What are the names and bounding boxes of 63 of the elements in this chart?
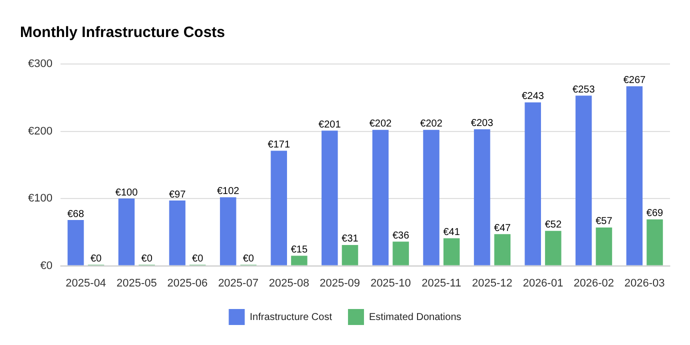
x-tick-label: 2025-10 [370, 277, 411, 290]
x-tick-label: 2025-11 [422, 277, 462, 290]
bar [270, 150, 288, 266]
x-tick-label: 2025-12 [472, 277, 512, 290]
data-label: €0 [192, 254, 204, 265]
data-label: €267 [623, 74, 646, 86]
x-tick-label: 2025-08 [268, 277, 310, 290]
x-tick-label: 2025-09 [320, 277, 360, 290]
data-label: €15 [290, 244, 308, 256]
data-label: €47 [494, 222, 512, 234]
x-tick-label: 2025-05 [116, 277, 157, 290]
bar [494, 234, 511, 266]
data-label: €52 [544, 220, 562, 231]
x-tick-label: 2025-06 [167, 277, 208, 290]
bar [118, 198, 135, 266]
x-tick-label: 2025-07 [218, 277, 258, 290]
bar [545, 230, 562, 266]
bar [291, 256, 308, 266]
bar [423, 130, 440, 266]
bar [596, 227, 612, 266]
data-label: €31 [342, 234, 359, 245]
legend-label: Estimated Donations [368, 312, 462, 323]
y-tick-label: €0 [40, 260, 52, 272]
data-label: €41 [443, 226, 460, 238]
bar [342, 244, 358, 266]
data-label: €253 [572, 84, 596, 96]
data-label: €202 [420, 118, 443, 130]
data-label: €69 [646, 208, 664, 220]
bar [68, 220, 84, 266]
data-label: €0 [141, 254, 153, 265]
y-tick-label: €100 [28, 192, 52, 205]
data-label: €202 [369, 118, 392, 130]
y-tick-label: €200 [28, 125, 52, 138]
data-label: €0 [90, 254, 102, 265]
bar [443, 238, 460, 266]
data-label: €201 [318, 119, 342, 130]
bar [392, 242, 409, 266]
bar [524, 102, 541, 266]
bar [474, 129, 490, 266]
x-tick-label: 2026-02 [574, 277, 614, 290]
bar [372, 130, 389, 266]
data-label: €57 [596, 216, 613, 228]
data-label: €36 [392, 230, 410, 242]
x-tick-label: 2025-04 [66, 277, 106, 290]
bar [169, 200, 186, 266]
x-tick-label: 2026-01 [522, 277, 564, 290]
data-label: €102 [216, 186, 240, 197]
bar [626, 86, 643, 266]
data-label: €0 [242, 254, 254, 265]
data-label: €203 [470, 118, 494, 129]
bar [576, 96, 592, 266]
chart-title: Monthly Infrastructure Costs [20, 24, 226, 42]
data-label: €171 [268, 140, 290, 151]
legend-label: Infrastructure Cost [250, 312, 332, 323]
data-label: €68 [67, 208, 84, 220]
bar [322, 130, 338, 266]
bar [220, 197, 236, 266]
y-tick-label: €300 [28, 58, 52, 70]
data-label: €97 [168, 189, 186, 200]
data-label: €100 [115, 187, 138, 198]
x-tick-label: 2026-03 [624, 277, 665, 290]
data-label: €243 [522, 91, 544, 102]
bar [646, 219, 663, 266]
